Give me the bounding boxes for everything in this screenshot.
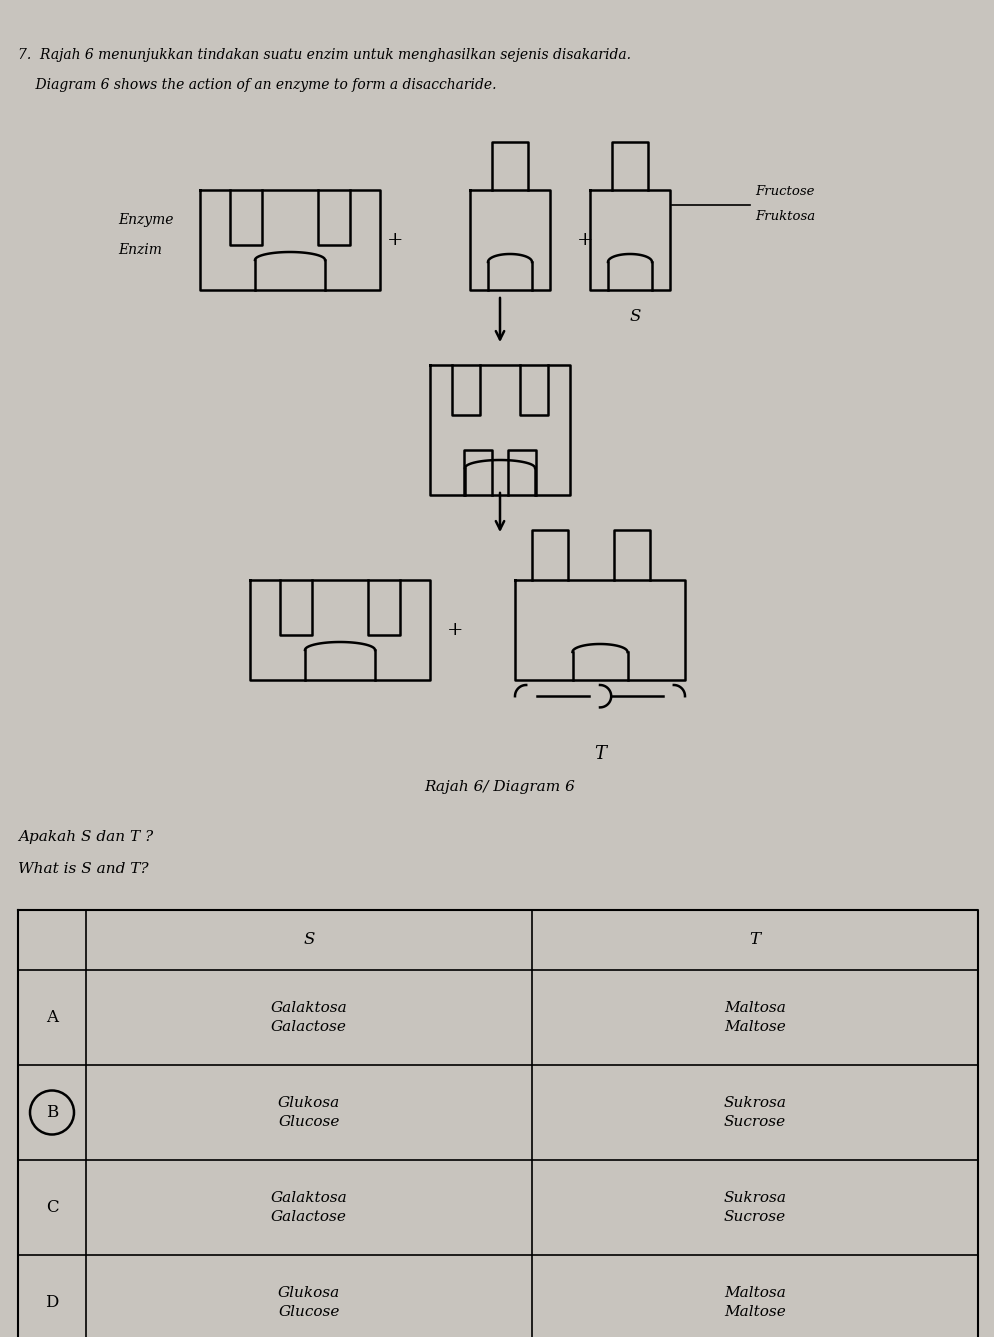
Text: D: D: [46, 1294, 59, 1312]
Text: +: +: [387, 231, 403, 249]
Text: Apakah S dan T ?: Apakah S dan T ?: [18, 830, 153, 844]
Text: +: +: [577, 231, 592, 249]
Text: Maltosa
Maltose: Maltosa Maltose: [724, 1001, 785, 1035]
Text: C: C: [46, 1199, 59, 1215]
Text: +: +: [446, 620, 463, 639]
Text: S: S: [303, 932, 314, 948]
Text: 7.  Rajah 6 menunjukkan tindakan suatu enzim untuk menghasilkan sejenis disakari: 7. Rajah 6 menunjukkan tindakan suatu en…: [18, 48, 630, 62]
Text: Galaktosa
Galactose: Galaktosa Galactose: [270, 1191, 347, 1225]
Text: B: B: [46, 1104, 58, 1120]
Text: Enzim: Enzim: [118, 243, 162, 257]
Text: Sukrosa
Sucrose: Sukrosa Sucrose: [723, 1191, 785, 1225]
Text: What is S and T?: What is S and T?: [18, 862, 148, 876]
Text: Glukosa
Glucose: Glukosa Glucose: [277, 1096, 340, 1130]
Text: Fruktosa: Fruktosa: [754, 210, 814, 223]
Text: T: T: [593, 745, 605, 763]
Text: Maltosa
Maltose: Maltosa Maltose: [724, 1286, 785, 1320]
Text: S: S: [628, 308, 640, 325]
Text: Glukosa
Glucose: Glukosa Glucose: [277, 1286, 340, 1320]
Text: Enzyme: Enzyme: [118, 213, 173, 227]
Text: T: T: [748, 932, 759, 948]
Text: Diagram 6 shows the action of an enzyme to form a disaccharide.: Diagram 6 shows the action of an enzyme …: [18, 78, 496, 92]
Text: Rajah 6/ Diagram 6: Rajah 6/ Diagram 6: [424, 779, 575, 794]
Text: Fructose: Fructose: [754, 185, 814, 198]
Text: Sukrosa
Sucrose: Sukrosa Sucrose: [723, 1096, 785, 1130]
Text: A: A: [46, 1009, 58, 1025]
Text: Galaktosa
Galactose: Galaktosa Galactose: [270, 1001, 347, 1035]
